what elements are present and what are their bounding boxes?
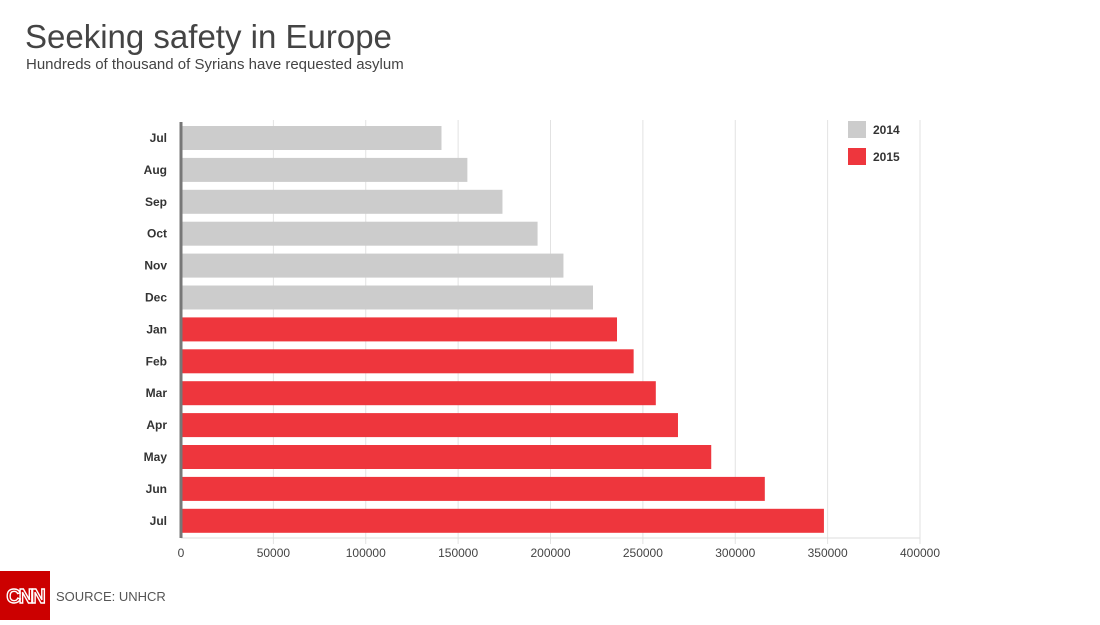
y-tick-label: Oct xyxy=(147,227,167,241)
bar xyxy=(181,349,634,374)
bar-chart: 0 50000 100000 150000 200000 250000 300000 3500… xyxy=(144,120,940,560)
x-tick-label: 350000 xyxy=(808,546,848,560)
x-tick-label: 300000 xyxy=(715,546,755,560)
bar xyxy=(181,317,618,342)
bar xyxy=(181,476,765,501)
bar xyxy=(181,285,593,310)
x-tick-label: 400000 xyxy=(900,546,940,560)
chart-title: Seeking safety in Europe xyxy=(25,18,392,55)
y-tick-label: May xyxy=(144,450,168,464)
y-tick-label: Mar xyxy=(146,386,168,400)
y-tick-label: Jul xyxy=(150,514,167,528)
bar xyxy=(181,126,442,150)
x-tick-label: 150000 xyxy=(438,546,478,560)
legend-label: 2015 xyxy=(873,150,900,164)
y-tick-label: Dec xyxy=(145,291,167,305)
legend-label: 2014 xyxy=(873,123,900,137)
x-tick-label: 250000 xyxy=(623,546,663,560)
bar xyxy=(181,381,656,406)
y-tick-label: Jun xyxy=(146,482,167,496)
legend-swatch xyxy=(848,121,866,138)
y-tick-label: Sep xyxy=(145,195,167,209)
bar xyxy=(181,445,712,469)
svg-text:CNN: CNN xyxy=(6,586,45,608)
y-tick-label: Jan xyxy=(146,322,167,336)
bar xyxy=(181,157,468,182)
chart-subtitle: Hundreds of thousand of Syrians have req… xyxy=(26,56,404,73)
bar xyxy=(181,508,824,533)
bar xyxy=(181,253,564,278)
y-tick-label: Aug xyxy=(144,163,167,177)
x-tick-label: 100000 xyxy=(346,546,386,560)
bar xyxy=(181,413,678,438)
cnn-logo: CNN xyxy=(0,571,50,620)
x-tick-label: 0 xyxy=(178,546,185,560)
bar xyxy=(181,189,503,214)
source-note: SOURCE: UNHCR xyxy=(56,589,166,604)
x-tick-label: 50000 xyxy=(257,546,291,560)
bar xyxy=(181,221,538,246)
y-tick-label: Apr xyxy=(146,418,167,432)
y-tick-label: Jul xyxy=(150,131,167,145)
y-tick-label: Feb xyxy=(146,354,167,368)
x-tick-label: 200000 xyxy=(530,546,570,560)
y-tick-label: Nov xyxy=(144,259,167,273)
legend-swatch xyxy=(848,148,866,165)
